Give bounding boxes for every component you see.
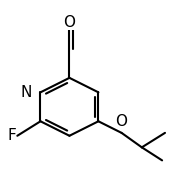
Text: N: N <box>20 85 32 100</box>
Text: F: F <box>7 128 16 143</box>
Text: O: O <box>116 114 128 129</box>
Text: O: O <box>63 15 75 30</box>
